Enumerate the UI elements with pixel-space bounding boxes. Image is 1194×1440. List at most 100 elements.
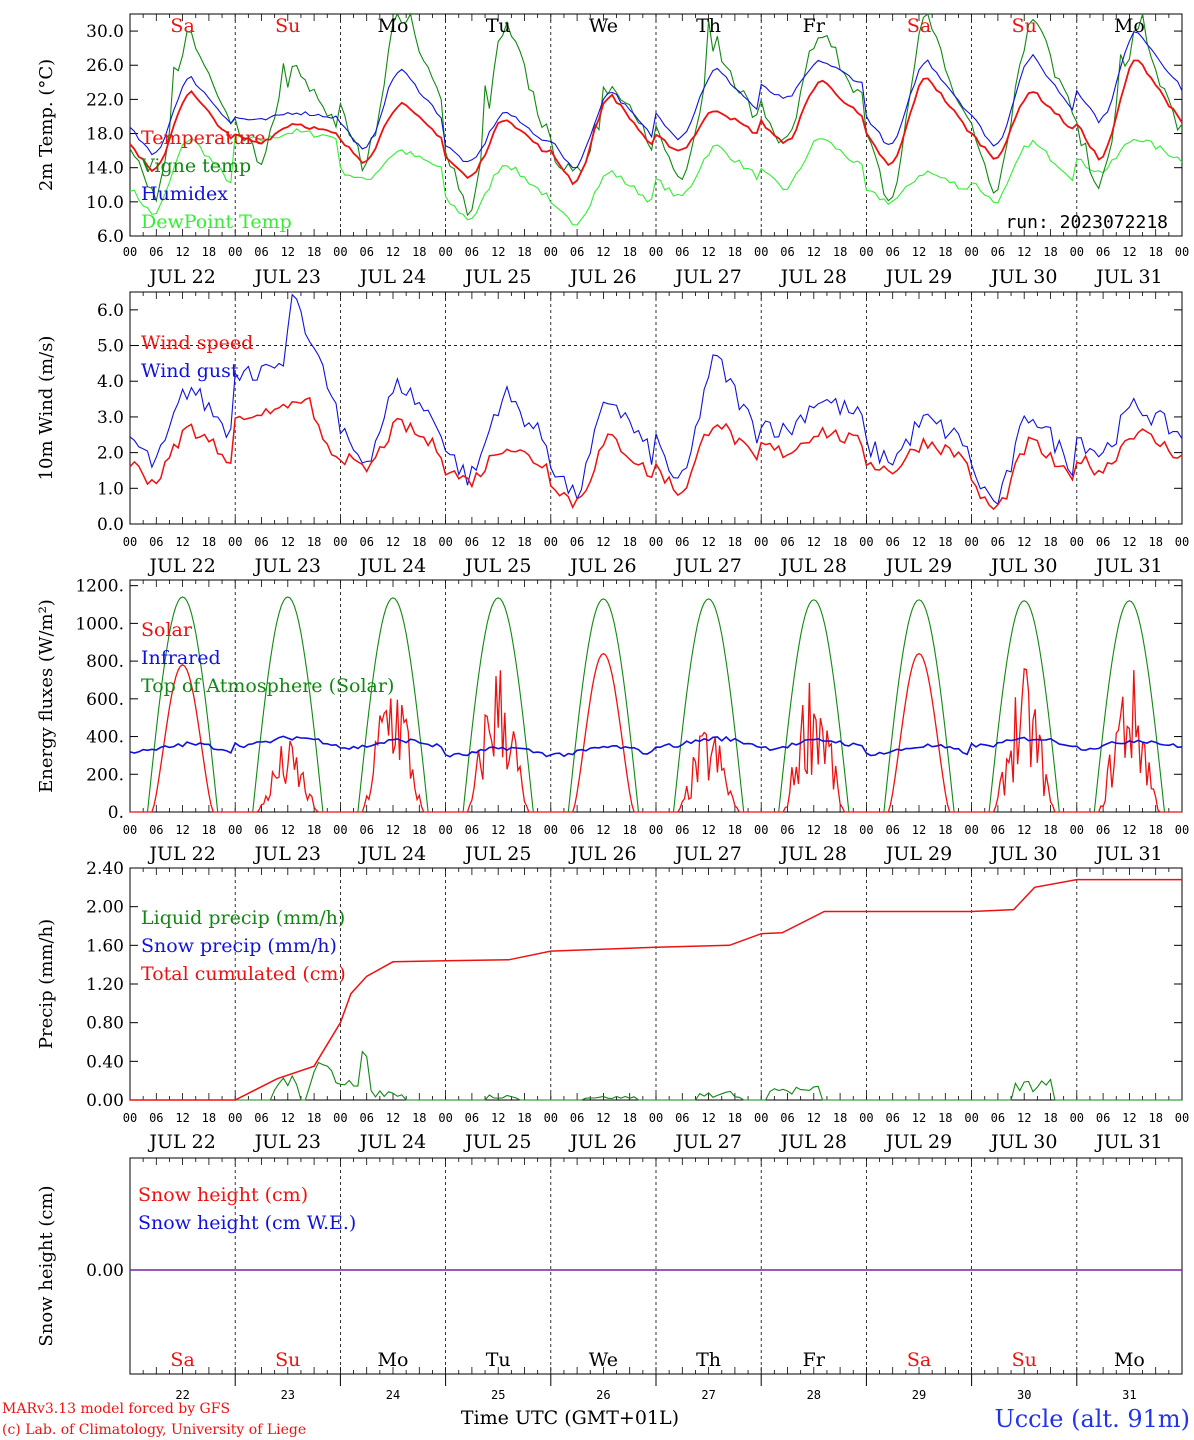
series-line-solar xyxy=(130,652,1182,813)
hour-tick-label: 18 xyxy=(1148,823,1162,837)
hour-tick-label: 00 xyxy=(649,1111,663,1125)
hour-tick-label: 00 xyxy=(123,535,137,549)
y-tick-label: 800. xyxy=(86,652,124,672)
weekday-label: Mo xyxy=(1114,1349,1145,1371)
hour-tick-label: 18 xyxy=(412,1111,426,1125)
hour-tick-label: 06 xyxy=(675,245,689,259)
hour-tick-label: 18 xyxy=(517,823,531,837)
date-label: JUL 28 xyxy=(779,555,847,577)
date-label: JUL 31 xyxy=(1094,266,1162,288)
day-number-label: 31 xyxy=(1122,1388,1136,1402)
y-tick-label: 1200. xyxy=(75,577,124,597)
hour-tick-label: 18 xyxy=(1043,245,1057,259)
legend-entry: Liquid precip (mm/h) xyxy=(141,907,345,929)
hour-tick-label: 00 xyxy=(228,823,242,837)
hour-tick-label: 06 xyxy=(149,245,163,259)
y-tick-label: 0.00 xyxy=(86,1091,124,1111)
hour-tick-label: 06 xyxy=(885,1111,899,1125)
hour-tick-label: 12 xyxy=(596,245,610,259)
hour-tick-label: 06 xyxy=(991,823,1005,837)
date-label: JUL 31 xyxy=(1094,843,1162,865)
hour-tick-label: 12 xyxy=(386,535,400,549)
series-line-wind-speed xyxy=(129,396,1183,511)
hour-tick-label: 06 xyxy=(359,1111,373,1125)
weekday-label: Th xyxy=(696,15,721,37)
weekday-label: Mo xyxy=(378,1349,409,1371)
hour-tick-label: 00 xyxy=(964,535,978,549)
legend-entry: DewPoint Temp xyxy=(141,211,292,233)
y-tick-label: 200. xyxy=(86,765,124,785)
weekday-label: We xyxy=(589,15,618,37)
hour-tick-label: 18 xyxy=(202,1111,216,1125)
hour-tick-label: 06 xyxy=(465,1111,479,1125)
y-tick-label: 0.80 xyxy=(86,1014,124,1034)
hour-tick-label: 06 xyxy=(570,245,584,259)
hour-tick-label: 12 xyxy=(491,535,505,549)
hour-tick-label: 12 xyxy=(1017,535,1031,549)
hour-tick-label: 06 xyxy=(991,1111,1005,1125)
date-label: JUL 28 xyxy=(779,843,847,865)
hour-tick-label: 06 xyxy=(254,1111,268,1125)
date-label: JUL 26 xyxy=(568,266,636,288)
y-tick-label: 0. xyxy=(108,803,124,823)
date-label: JUL 25 xyxy=(463,843,531,865)
hour-tick-label: 18 xyxy=(517,535,531,549)
y-tick-label: 14.0 xyxy=(86,159,124,179)
hour-tick-label: 12 xyxy=(596,535,610,549)
hour-tick-label: 00 xyxy=(333,1111,347,1125)
hour-tick-label: 06 xyxy=(1096,823,1110,837)
hour-tick-label: 06 xyxy=(570,535,584,549)
hour-tick-label: 06 xyxy=(254,823,268,837)
y-tick-label: 1.60 xyxy=(86,936,124,956)
y-tick-label: 0.40 xyxy=(86,1052,124,1072)
date-label: JUL 29 xyxy=(884,1131,952,1153)
y-axis-label: Precip (mm/h) xyxy=(36,919,57,1049)
date-label: JUL 22 xyxy=(147,266,215,288)
hour-tick-label: 12 xyxy=(281,245,295,259)
hour-tick-label: 00 xyxy=(1175,823,1189,837)
hour-tick-label: 12 xyxy=(912,1111,926,1125)
hour-tick-label: 18 xyxy=(728,245,742,259)
hour-tick-label: 00 xyxy=(1070,245,1084,259)
y-tick-label: 4.0 xyxy=(97,372,124,392)
hour-tick-label: 18 xyxy=(1148,245,1162,259)
y-tick-label: 6.0 xyxy=(97,227,124,247)
y-tick-label: 1.20 xyxy=(86,975,124,995)
hour-tick-label: 12 xyxy=(1017,1111,1031,1125)
hour-tick-label: 12 xyxy=(912,823,926,837)
date-label: JUL 28 xyxy=(779,266,847,288)
date-label: JUL 22 xyxy=(147,1131,215,1153)
hour-tick-label: 12 xyxy=(701,1111,715,1125)
y-tick-label: 3.0 xyxy=(97,408,124,428)
weekday-label: Sa xyxy=(907,1349,931,1371)
hour-tick-label: 18 xyxy=(938,1111,952,1125)
hour-tick-label: 00 xyxy=(859,245,873,259)
hour-tick-label: 00 xyxy=(123,245,137,259)
hour-tick-label: 12 xyxy=(175,1111,189,1125)
hour-tick-label: 00 xyxy=(859,823,873,837)
hour-tick-label: 06 xyxy=(465,245,479,259)
hour-tick-label: 18 xyxy=(938,245,952,259)
weekday-label: Mo xyxy=(378,15,409,37)
hour-tick-label: 00 xyxy=(228,535,242,549)
hour-tick-label: 12 xyxy=(491,823,505,837)
hour-tick-label: 12 xyxy=(281,1111,295,1125)
hour-tick-label: 18 xyxy=(307,1111,321,1125)
hour-tick-label: 00 xyxy=(964,823,978,837)
weekday-label: Sa xyxy=(170,15,194,37)
date-label: JUL 27 xyxy=(673,843,741,865)
weekday-label: Mo xyxy=(1114,15,1145,37)
date-label: JUL 25 xyxy=(463,266,531,288)
panel-2: 00 06 12 18 00 06 12 18 00 06 12 18 00 06 12 18 00 06 12 18… xyxy=(36,291,1189,577)
hour-tick-label: 18 xyxy=(728,1111,742,1125)
hour-tick-label: 18 xyxy=(1148,1111,1162,1125)
panel-4: 00 06 12 18 00 06 12 18 00 06 12 18 00 06 12 18 00 06 12 18… xyxy=(36,859,1189,1153)
date-label: JUL 30 xyxy=(989,843,1057,865)
date-label: JUL 27 xyxy=(673,555,741,577)
y-tick-label: 2.0 xyxy=(97,444,124,464)
series-line-infrared xyxy=(129,735,1183,758)
hour-tick-label: 00 xyxy=(1070,1111,1084,1125)
hour-tick-label: 12 xyxy=(912,535,926,549)
hour-tick-label: 06 xyxy=(1096,535,1110,549)
hour-tick-label: 18 xyxy=(728,535,742,549)
